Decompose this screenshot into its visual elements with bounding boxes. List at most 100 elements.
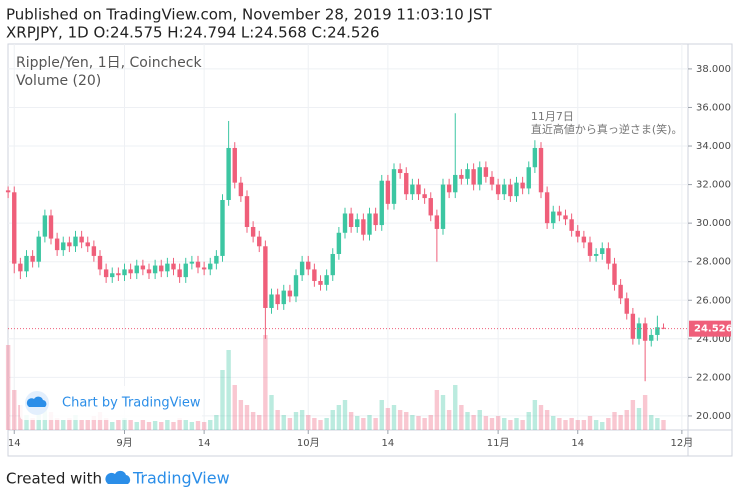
candle-body xyxy=(495,184,501,195)
candle-body xyxy=(67,242,72,247)
volume-bar xyxy=(606,418,611,430)
volume-bar xyxy=(612,412,617,430)
candle-body xyxy=(189,261,195,264)
volume-bar xyxy=(220,370,225,430)
watermark-bg xyxy=(20,386,202,420)
candle-body xyxy=(91,246,97,256)
candle-body xyxy=(85,242,90,247)
y-tick-label: 20.000 xyxy=(696,411,731,422)
volume-bar xyxy=(195,421,201,430)
volume-bar xyxy=(483,416,489,430)
candle-body xyxy=(367,213,372,235)
volume-bar xyxy=(293,412,299,430)
candle-body xyxy=(275,294,280,305)
x-tick-label: 12月 xyxy=(671,437,694,449)
volume-bar xyxy=(183,420,188,430)
candle-body xyxy=(630,313,636,339)
published: Published on TradingView.com, November 2… xyxy=(6,6,492,24)
volume-bar xyxy=(661,420,666,430)
volume-bar xyxy=(532,400,538,430)
x-tick-label: 14 xyxy=(198,438,211,449)
volume-bar xyxy=(361,418,366,430)
volume-bar xyxy=(544,410,550,430)
candle-body xyxy=(244,196,250,227)
volume-bar xyxy=(67,418,72,430)
candle-body xyxy=(514,182,519,197)
candle-body xyxy=(208,263,213,270)
volume-bar xyxy=(489,418,495,430)
volume-bar xyxy=(110,422,115,430)
candle-body xyxy=(299,261,305,276)
volume-bar xyxy=(122,418,127,430)
candle-body xyxy=(165,263,170,272)
candle-body xyxy=(128,269,133,274)
volume-bar xyxy=(159,422,164,430)
volume-bar xyxy=(275,410,280,430)
candle-body xyxy=(410,184,415,195)
volume-bar xyxy=(12,390,17,430)
footer-brand: TradingView xyxy=(132,469,230,488)
candle-body xyxy=(618,284,623,299)
volume-bar xyxy=(226,350,231,430)
volume-bar xyxy=(48,412,54,430)
volume-bar xyxy=(177,418,182,430)
volume-bar xyxy=(453,385,458,430)
candle-body xyxy=(612,263,617,285)
volume-bar xyxy=(508,420,513,430)
candle-body xyxy=(446,184,452,193)
candle-body xyxy=(287,290,293,297)
volume-bar xyxy=(128,420,133,430)
volume-bar xyxy=(299,410,305,430)
candle-body xyxy=(214,255,219,264)
candle-body xyxy=(306,261,311,270)
volume-bar xyxy=(263,335,268,430)
candle-body xyxy=(140,265,146,270)
candle-body xyxy=(348,213,354,227)
candle-body xyxy=(587,242,593,256)
volume-bar xyxy=(24,415,29,430)
volume-bar xyxy=(465,412,470,430)
volume-bar xyxy=(238,400,244,430)
volume-bar xyxy=(581,420,587,430)
volume-bar xyxy=(428,415,433,430)
volume-bar xyxy=(624,410,629,430)
x-tick-label: 14 xyxy=(571,438,584,449)
volume-bar xyxy=(502,418,507,430)
volume-bar xyxy=(171,422,176,430)
legend-main: Ripple/Yen, 1日, Coincheck xyxy=(16,55,202,71)
volume-bar xyxy=(189,422,195,430)
candle-body xyxy=(422,194,427,199)
candle-body xyxy=(318,280,323,285)
candle-body xyxy=(526,167,531,189)
y-tick-label: 24.000 xyxy=(696,334,731,345)
candle-body xyxy=(42,215,48,237)
volume-bar xyxy=(440,395,446,430)
volume-bar xyxy=(146,422,152,430)
volume-bar xyxy=(244,405,250,430)
candle-body xyxy=(257,236,262,247)
candle-body xyxy=(489,176,495,185)
volume-bar xyxy=(575,420,580,430)
candle-body xyxy=(551,211,556,224)
candle-body xyxy=(312,269,317,281)
candle-body xyxy=(24,255,29,272)
volume-bar xyxy=(312,418,317,430)
candle-body xyxy=(232,147,237,183)
volume-bar xyxy=(416,416,421,430)
last-price-tag xyxy=(689,320,731,337)
candle-body xyxy=(385,180,391,204)
candle-body xyxy=(520,182,525,189)
volume-bar xyxy=(471,415,476,430)
volume-bar xyxy=(642,395,648,430)
volume-bar xyxy=(404,412,409,430)
annotation: 直近高値から真っ逆さま(笑)。 xyxy=(531,122,683,136)
x-tick-label: 14 xyxy=(8,438,21,449)
candle-body xyxy=(593,253,599,256)
candle-body xyxy=(336,232,342,254)
quote: XRPJPY, 1D O:24.575 H:24.794 L:24.568 C:… xyxy=(6,24,380,42)
volume-bar xyxy=(655,418,660,430)
volume-bar xyxy=(152,421,158,430)
volume-bar xyxy=(103,418,109,430)
x-tick-label: 10月 xyxy=(297,437,320,449)
candle-body xyxy=(263,246,268,308)
